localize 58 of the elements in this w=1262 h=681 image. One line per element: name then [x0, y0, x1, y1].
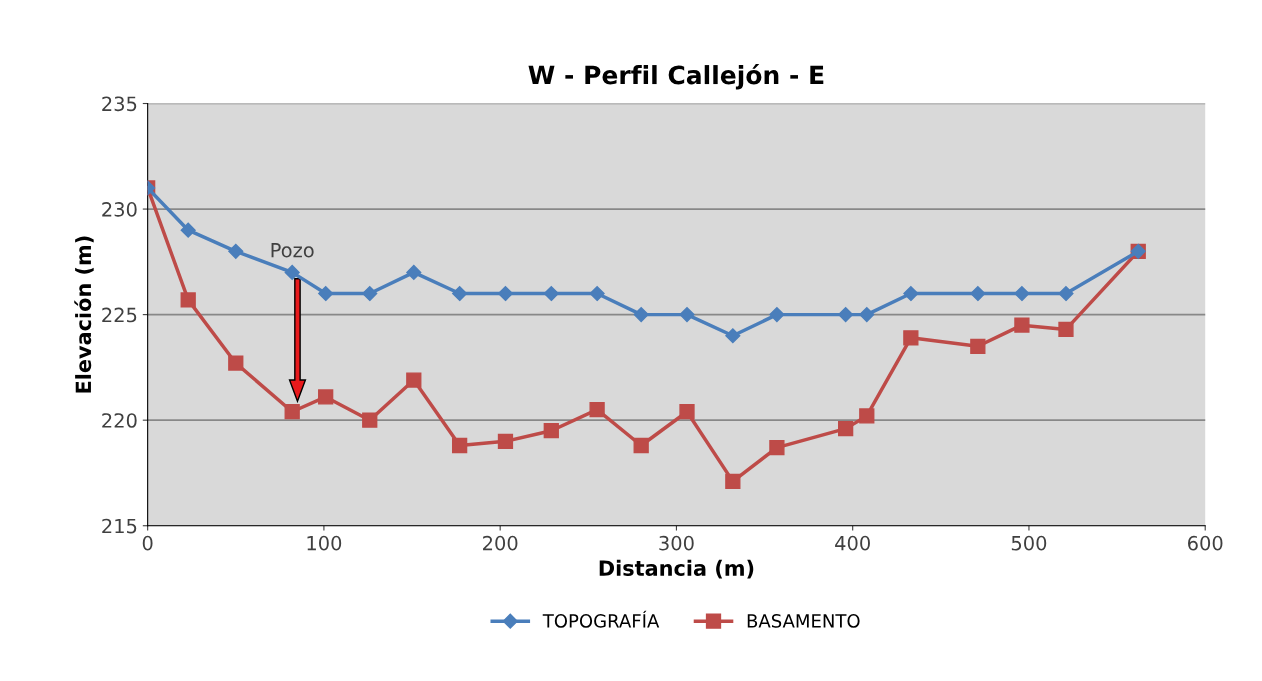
point: [679, 307, 695, 323]
point: [1058, 285, 1074, 302]
point: [362, 285, 378, 302]
y-tick-label: 235: [102, 96, 137, 112]
y-tick-label: 220: [102, 413, 137, 428]
point: [228, 243, 244, 259]
point: [769, 307, 785, 323]
point: [589, 285, 605, 302]
point: [452, 285, 468, 302]
point: [180, 222, 196, 238]
x-tick-label: 200: [483, 535, 518, 551]
point: [859, 307, 875, 323]
point: [903, 330, 919, 346]
point: [903, 285, 919, 302]
point: [725, 328, 741, 344]
point: [1014, 285, 1030, 302]
point: [970, 338, 986, 354]
legend-label: BASAMENTO: [747, 614, 860, 628]
point: [970, 285, 986, 302]
point: [633, 307, 649, 323]
y-tick-label: 225: [102, 307, 137, 323]
point: [451, 437, 468, 454]
point: [284, 264, 300, 280]
point: [769, 439, 785, 456]
point: [497, 433, 514, 449]
point: [406, 372, 422, 388]
point: [589, 401, 605, 418]
point: [318, 285, 334, 302]
x-tick-label: 0: [142, 535, 153, 551]
point: [406, 264, 422, 280]
point: [180, 292, 196, 308]
x-tick-label: 600: [1188, 535, 1223, 551]
point: [543, 285, 559, 302]
x-tick-label: 300: [659, 535, 694, 551]
point: [228, 355, 244, 371]
point: [1058, 321, 1074, 338]
point: [284, 404, 300, 420]
x-tick-label: 100: [307, 535, 342, 551]
point: [543, 423, 559, 439]
y-axis-title: Elevación (m): [74, 236, 94, 393]
point: [859, 408, 875, 424]
point: [725, 473, 741, 490]
x-tick-label: 400: [835, 535, 870, 551]
chart-title: W - Perfil Callejón - E: [528, 64, 824, 90]
point: [1014, 317, 1030, 333]
legend-label: TOPOGRAFÍA: [542, 610, 660, 628]
x-axis-title: Distancia (m): [599, 559, 754, 579]
point: [318, 389, 334, 405]
point: [838, 307, 854, 323]
y-tick-label: 230: [102, 202, 137, 217]
point: [362, 412, 378, 428]
point: [633, 437, 649, 454]
point: [679, 404, 695, 420]
point: [497, 285, 514, 302]
annotation: Pozo: [271, 243, 314, 258]
x-tick-label: 500: [1011, 535, 1047, 551]
point: [838, 420, 854, 437]
y-tick-label: 215: [102, 518, 137, 534]
